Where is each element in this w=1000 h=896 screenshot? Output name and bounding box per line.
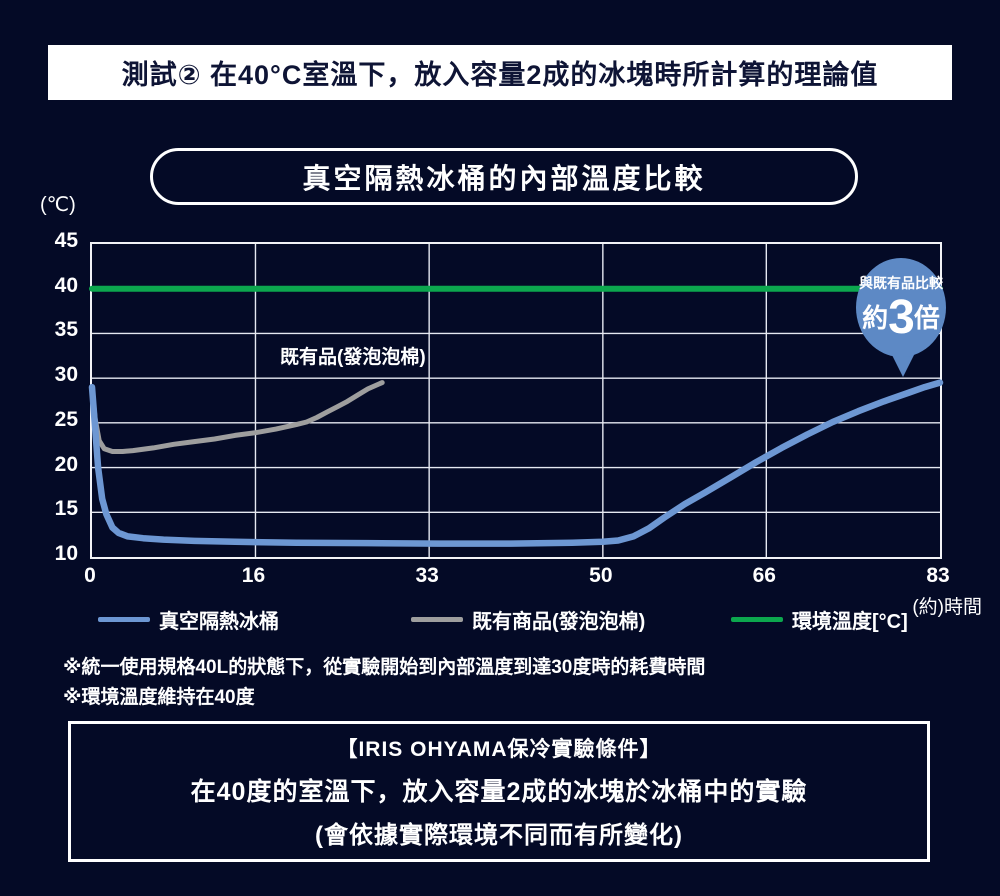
banner-title: 測試② 在40°C室溫下，放入容量2成的冰塊時所計算的理論值 (121, 60, 879, 90)
conditions-heading: 【IRIS OHYAMA保冷實驗條件】 (336, 738, 662, 761)
chart-title: 真空隔熱冰桶的內部溫度比較 (302, 162, 706, 194)
badge-suffix: 倍 (913, 303, 940, 333)
experiment-conditions-box: 【IRIS OHYAMA保冷實驗條件】 在40度的室溫下，放入容量2成的冰塊於冰… (68, 721, 930, 862)
legend-item-vacuum: 真空隔熱冰桶 (98, 607, 279, 633)
y-tick-label: 35 (54, 318, 78, 342)
badge-caption: 與既有品比較 (859, 275, 943, 291)
footnote-2: ※環境溫度維持在40度 (63, 687, 255, 708)
x-tick-label: 66 (752, 564, 776, 587)
legend-swatch-ambient (731, 616, 783, 622)
legend-item-ambient: 環境溫度[°C] (731, 607, 908, 633)
legend-label-ambient: 環境溫度[°C] (792, 610, 908, 633)
legend-swatch-existing (411, 616, 463, 622)
y-tick-label: 45 (54, 229, 78, 252)
y-axis-unit-label: (℃) (40, 194, 76, 216)
x-tick-label: 16 (241, 564, 266, 587)
top-banner: 測試② 在40°C室溫下，放入容量2成的冰塊時所計算的理論值 (48, 45, 952, 100)
y-tick-label: 10 (54, 542, 78, 565)
x-tick-label: 50 (589, 564, 613, 587)
badge-value: 約 3 倍 (862, 294, 940, 342)
y-tick-label: 20 (54, 452, 78, 476)
badge-number: 3 (888, 291, 915, 344)
x-axis-label: (約)時間 (912, 597, 982, 618)
legend-item-existing: 既有商品(發泡泡棉) (411, 607, 646, 633)
conditions-disclaimer: (會依據實際環境不同而有所變化) (315, 822, 683, 849)
badge-prefix: 約 (862, 303, 889, 333)
y-tick-label: 25 (54, 407, 78, 431)
legend-label-existing: 既有商品(發泡泡棉) (472, 610, 646, 633)
chart-title-pill: 真空隔熱冰桶的內部溫度比較 (150, 148, 858, 205)
x-tick-label: 83 (926, 564, 950, 587)
conditions-line: 在40度的室溫下，放入容量2成的冰塊於冰桶中的實驗 (190, 778, 808, 806)
footnotes: ※統一使用規格40L的狀態下，從實驗開始到內部溫度到達30度時的耗費時間 ※環境… (63, 653, 705, 713)
x-tick-label: 0 (84, 564, 96, 587)
y-tick-label: 30 (54, 363, 78, 387)
comparison-badge: 與既有品比較 約 3 倍 (856, 258, 946, 357)
x-tick-label: 33 (415, 564, 439, 587)
gray-series-annotation: 既有品(發泡泡棉) (280, 347, 426, 368)
y-tick-label: 15 (54, 497, 78, 521)
series-line-既有商品(發泡泡棉) (89, 380, 385, 454)
legend-swatch-vacuum (98, 616, 150, 622)
series-line-真空隔熱冰桶 (88, 379, 944, 547)
legend-label-vacuum: 真空隔熱冰桶 (159, 610, 279, 633)
footnote-1: ※統一使用規格40L的狀態下，從實驗開始到內部溫度到達30度時的耗費時間 (63, 657, 706, 678)
chart-canvas (88, 244, 944, 557)
chart-plot-area (88, 242, 944, 559)
y-tick-label: 40 (54, 273, 78, 297)
